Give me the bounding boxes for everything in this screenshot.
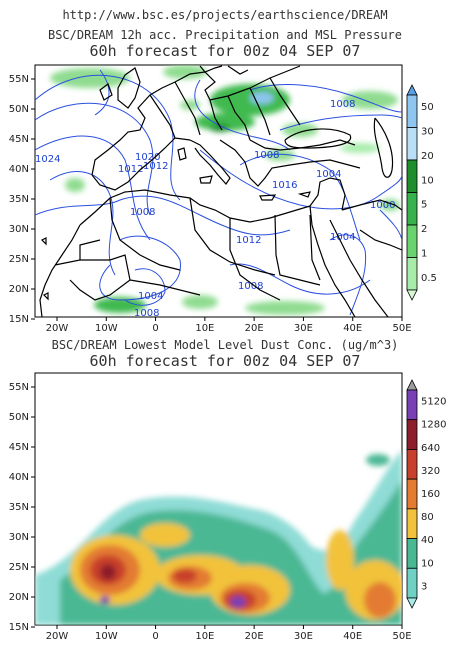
lat-tick-label: 20N xyxy=(9,592,29,603)
lon-tick-label: 10E xyxy=(195,631,214,642)
isobar-label: 1020 xyxy=(135,152,160,163)
colorbar-segment xyxy=(406,127,418,161)
colorbar-label: 10 xyxy=(421,558,434,569)
lon-tick-label: 10W xyxy=(95,631,118,642)
dust-areas xyxy=(35,450,402,625)
colorbar-label: 160 xyxy=(421,489,440,500)
colorbar-label: 30 xyxy=(421,127,434,138)
colorbar-segment xyxy=(406,257,418,291)
isobar-label: 1012 xyxy=(143,161,168,172)
lon-tick-label: 20E xyxy=(245,323,264,334)
colorbar-label: 3 xyxy=(421,581,427,592)
colorbar-label: 40 xyxy=(421,535,434,546)
isobar-label: 1008 xyxy=(330,99,355,110)
lon-tick-label: 20W xyxy=(46,631,69,642)
lon-tick-label: 50E xyxy=(392,323,411,334)
isobar-label: 1016 xyxy=(272,180,297,191)
colorbar-label: 320 xyxy=(421,466,440,477)
colorbar-cap xyxy=(406,597,418,609)
colorbar-label: 50 xyxy=(421,102,434,113)
colorbar-segment xyxy=(406,538,418,569)
precip-areas xyxy=(50,65,400,315)
lon-tick-label: 30E xyxy=(294,323,313,334)
lat-tick-label: 25N xyxy=(9,254,29,265)
colorbar-segment xyxy=(406,389,418,421)
colorbar-label: 5120 xyxy=(421,397,446,408)
lon-tick-label: 40E xyxy=(343,631,362,642)
colorbar-segment xyxy=(406,508,418,539)
colorbar-cap xyxy=(406,84,418,96)
lat-tick-label: 35N xyxy=(9,194,29,205)
lat-tick-label: 20N xyxy=(9,284,29,295)
lat-tick-label: 50N xyxy=(9,412,29,423)
colorbar-segment xyxy=(406,224,418,258)
precip-map: 1008 1020 1012 1012 1008 1004 1000 1008 … xyxy=(34,64,403,319)
colorbar-segment xyxy=(406,192,418,226)
precip-colorbar: 50 30 20 10 5 2 1 0.5 xyxy=(406,84,437,301)
colorbar-segment xyxy=(406,419,418,450)
lat-tick-label: 45N xyxy=(9,134,29,145)
isobar-label: 1004 xyxy=(138,291,163,302)
isobar-label: 1024 xyxy=(35,154,60,165)
source-url: http://www.bsc.es/projects/earthscience/… xyxy=(62,8,388,22)
longitude-axis: 20W 10W 0 10E 20E 30E 40E 50E 20W 10W 0 10E 20E 30E 40… xyxy=(46,317,412,642)
colorbar-segment xyxy=(406,94,418,128)
colorbar-label: 640 xyxy=(421,443,440,454)
isobar-label: 1008 xyxy=(130,207,155,218)
colorbar-cap xyxy=(406,379,418,391)
colorbar-segment xyxy=(406,478,418,510)
lat-tick-label: 55N xyxy=(9,382,29,393)
lon-tick-label: 0 xyxy=(152,631,158,642)
isobar-labels: 1008 1020 1012 1012 1008 1004 1000 1008 … xyxy=(35,99,395,319)
lat-tick-label: 40N xyxy=(9,472,29,483)
lat-tick-label: 55N xyxy=(9,74,29,85)
isobar-label: 1008 xyxy=(254,150,279,161)
isobar-label: 1008 xyxy=(238,281,263,292)
lat-tick-label: 50N xyxy=(9,104,29,115)
colorbar-label: 1 xyxy=(421,248,427,259)
colorbar-label: 10 xyxy=(421,175,434,186)
lat-tick-label: 15N xyxy=(9,622,29,633)
colorbar-segment xyxy=(406,449,418,480)
lat-tick-label: 40N xyxy=(9,164,29,175)
lat-tick-label: 30N xyxy=(9,224,29,235)
panel1-title: BSC/DREAM 12h acc. Precipitation and MSL… xyxy=(47,28,402,42)
lon-tick-label: 0 xyxy=(152,323,158,334)
lat-tick-label: 15N xyxy=(9,314,29,325)
dust-colorbar: 5120 1280 640 320 160 80 40 10 3 xyxy=(406,379,446,609)
panel2-title: BSC/DREAM Lowest Model Level Dust Conc. … xyxy=(51,338,399,352)
isobar-label: 1012 xyxy=(236,235,261,246)
lon-tick-label: 40E xyxy=(343,323,362,334)
isobar-label: 1008 xyxy=(134,308,159,319)
lon-tick-label: 20E xyxy=(245,631,264,642)
lon-tick-label: 20W xyxy=(46,323,69,334)
colorbar-label: 1280 xyxy=(421,420,446,431)
latitude-axis: 55N 50N 45N 40N 35N 30N 25N 20N 15N 55N 50N 45N 40N 3… xyxy=(9,74,35,633)
dust-map xyxy=(34,372,403,626)
panel2-subtitle: 60h forecast for 00z 04 SEP 07 xyxy=(89,352,361,370)
colorbar-label: 0.5 xyxy=(421,273,437,284)
isobar-label: 1012 xyxy=(118,164,143,175)
isobar-label: 1004 xyxy=(316,169,341,180)
colorbar-segment xyxy=(406,567,418,599)
colorbar-label: 80 xyxy=(421,512,434,523)
panel1-subtitle: 60h forecast for 00z 04 SEP 07 xyxy=(89,42,361,60)
colorbar-cap xyxy=(406,289,418,301)
lon-tick-label: 30E xyxy=(294,631,313,642)
colorbar-label: 2 xyxy=(421,224,427,235)
colorbar-label: 5 xyxy=(421,200,427,211)
colorbar-segment xyxy=(406,159,418,193)
lon-tick-label: 10W xyxy=(95,323,118,334)
lat-tick-label: 25N xyxy=(9,562,29,573)
colorbar-label: 20 xyxy=(421,151,434,162)
lon-tick-label: 50E xyxy=(392,631,411,642)
isobar-label: 1000 xyxy=(370,200,395,211)
lat-tick-label: 35N xyxy=(9,502,29,513)
lat-tick-label: 45N xyxy=(9,442,29,453)
lat-tick-label: 30N xyxy=(9,532,29,543)
isobar-label: 1004 xyxy=(330,232,355,243)
lon-tick-label: 10E xyxy=(195,323,214,334)
